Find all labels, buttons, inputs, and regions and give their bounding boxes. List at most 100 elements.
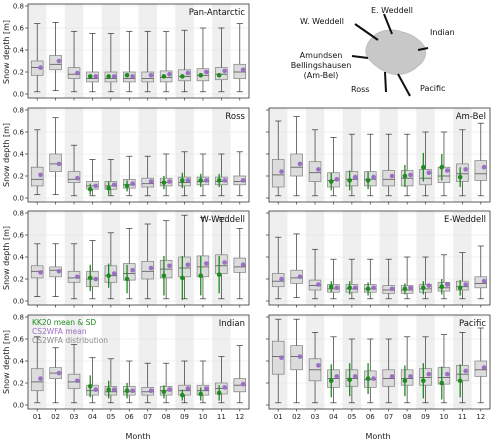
- box: [474, 160, 488, 181]
- panel-frame: [268, 314, 491, 410]
- panel-title: E-Weddell: [444, 215, 486, 225]
- cs2wfa-mean-point: [481, 164, 487, 170]
- box: [308, 279, 322, 291]
- box: [67, 171, 81, 183]
- x-tick-label: 06: [125, 413, 134, 421]
- cs2wfa-mean-point: [111, 74, 117, 79]
- cs2wfa-mean-point: [130, 388, 135, 394]
- box: [178, 69, 191, 82]
- cs2wfa-mean-point: [371, 376, 376, 381]
- sector-line-indian: [417, 47, 429, 51]
- cs2wfa-mean-point: [426, 170, 432, 175]
- box: [364, 171, 377, 187]
- x-tick-label: 08: [162, 413, 171, 421]
- cs2wfa-mean-point: [130, 267, 135, 273]
- kk20-mean-point: [421, 164, 426, 170]
- box: [67, 67, 81, 79]
- box: [141, 177, 154, 188]
- cs2wfa-mean-point: [203, 178, 209, 183]
- kk20-mean-point: [87, 275, 93, 281]
- box: [290, 345, 303, 371]
- cs2wfa-mean-point: [481, 365, 487, 370]
- cs2wfa-mean-point: [38, 270, 43, 275]
- x-tick-label: 03: [70, 413, 79, 421]
- map-label-w-weddell: W. Weddell: [300, 17, 344, 26]
- month-stripe: [138, 315, 157, 409]
- kk20-mean-point: [347, 377, 352, 383]
- x-tick-label: 05: [347, 413, 356, 421]
- cs2wfa-mean-point: [148, 388, 154, 394]
- cs2wfa-mean-point: [240, 178, 246, 183]
- kk20-mean-point: [328, 284, 334, 290]
- box: [271, 159, 285, 188]
- box: [30, 368, 44, 392]
- box: [178, 256, 191, 278]
- cs2wfa-mean-point: [389, 374, 395, 379]
- cs2wfa-mean-point: [279, 355, 284, 361]
- kk20-mean-point: [124, 276, 130, 282]
- y-tick-label: 0.8: [13, 3, 24, 11]
- cs2wfa-mean-point: [352, 174, 358, 180]
- map-label-pacific: Pacific: [420, 84, 445, 93]
- box: [271, 340, 285, 375]
- kk20-mean-point: [347, 178, 352, 183]
- cs2wfa-mean-point: [167, 179, 172, 184]
- cs2wfa-mean-point: [203, 261, 209, 266]
- x-tick-label: 07: [143, 413, 152, 421]
- cs2wfa-mean-point: [56, 58, 62, 64]
- kk20-mean-point: [402, 378, 408, 384]
- box: [474, 360, 488, 377]
- cs2wfa-mean-point: [426, 283, 432, 288]
- cs2wfa-mean-point: [93, 276, 99, 282]
- box: [141, 387, 154, 396]
- month-stripe: [379, 211, 398, 305]
- cs2wfa-mean-point: [444, 371, 450, 377]
- kk20-mean-point: [365, 178, 371, 183]
- y-axis-label-row1: Snow depth [m]: [2, 20, 11, 84]
- cs2wfa-mean-point: [111, 387, 117, 392]
- cs2wfa-mean-point: [75, 274, 80, 280]
- kk20-mean-point: [457, 378, 463, 384]
- kk20-mean-point: [161, 389, 167, 395]
- x-tick-label: 04: [329, 413, 338, 421]
- cs2wfa-mean-point: [316, 363, 321, 368]
- kk20-mean-point: [365, 286, 371, 292]
- cs2wfa-mean-point: [240, 381, 246, 387]
- cs2wfa-mean-point: [56, 269, 62, 274]
- panel-frame: [268, 210, 491, 306]
- panel-w-weddell: 0.0 0.2 0.4 0.6 0.8 W-Weddell: [13, 210, 250, 308]
- box: [345, 171, 359, 187]
- panel-title: Indian: [219, 319, 245, 329]
- y-tick-label: 0.4: [13, 254, 25, 262]
- cs2wfa-mean-point: [334, 285, 340, 291]
- legend-entry: CS2WFA mean: [32, 327, 87, 336]
- kk20-mean-point: [198, 73, 204, 78]
- cs2wfa-mean-point: [444, 168, 450, 173]
- box: [290, 153, 303, 177]
- cs2wfa-mean-point: [167, 387, 172, 392]
- panels: 0.0 0.2 0.4 0.6 0.8 Pan-Antarctic 0.0 0.2 0.4 0.6…: [13, 3, 491, 421]
- cs2wfa-mean-point: [316, 167, 321, 172]
- kk20-mean-point: [161, 74, 167, 79]
- panel-am-bel: Am-Bel: [266, 107, 491, 205]
- box: [290, 269, 303, 284]
- map-label-e-weddell: E. Weddell: [371, 6, 413, 15]
- cs2wfa-mean-point: [130, 181, 135, 186]
- y-axis-label-row2: Snow depth [m]: [2, 123, 11, 187]
- kk20-mean-point: [161, 273, 167, 279]
- cs2wfa-mean-point: [444, 282, 450, 287]
- y-tick-label: 0.4: [13, 151, 25, 159]
- month-stripe: [342, 211, 362, 305]
- cs2wfa-mean-point: [38, 65, 43, 70]
- kk20-mean-point: [328, 179, 334, 184]
- cs2wfa-mean-point: [56, 370, 62, 376]
- x-tick-label: 04: [88, 413, 97, 421]
- cs2wfa-mean-point: [297, 274, 303, 280]
- kk20-mean-point: [421, 378, 426, 384]
- box: [215, 67, 228, 81]
- box: [123, 263, 136, 281]
- kk20-mean-point: [439, 380, 445, 386]
- panel-ross: 0.0 0.2 0.4 0.6 0.8 Ross: [13, 107, 250, 205]
- cs2wfa-mean-point: [148, 73, 154, 78]
- cs2wfa-mean-point: [389, 286, 395, 292]
